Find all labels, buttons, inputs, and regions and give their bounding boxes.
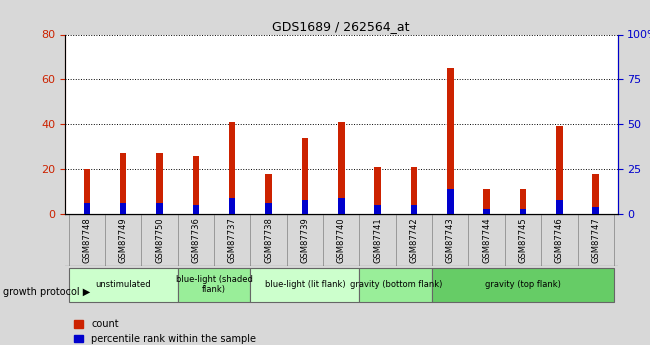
Bar <box>484 208 490 214</box>
Text: GSM87742: GSM87742 <box>410 217 419 263</box>
Legend: count, percentile rank within the sample: count, percentile rank within the sample <box>70 315 260 345</box>
Bar <box>302 138 308 214</box>
Bar <box>556 199 563 214</box>
Bar <box>120 203 127 214</box>
Bar <box>556 126 563 214</box>
Bar <box>592 207 599 214</box>
Text: GSM87749: GSM87749 <box>119 217 127 263</box>
Text: GSM87744: GSM87744 <box>482 217 491 263</box>
Text: GSM87739: GSM87739 <box>300 217 309 263</box>
FancyBboxPatch shape <box>250 268 359 302</box>
Bar <box>192 205 199 214</box>
Bar <box>374 205 381 214</box>
Bar <box>592 174 599 214</box>
Text: GSM87741: GSM87741 <box>373 217 382 263</box>
Text: GSM87750: GSM87750 <box>155 217 164 263</box>
FancyBboxPatch shape <box>69 268 177 302</box>
Bar <box>229 198 235 214</box>
Text: unstimulated: unstimulated <box>96 280 151 289</box>
Text: GSM87746: GSM87746 <box>555 217 564 263</box>
Bar <box>120 153 127 214</box>
Bar <box>192 156 199 214</box>
FancyBboxPatch shape <box>359 268 432 302</box>
FancyBboxPatch shape <box>432 268 614 302</box>
Bar <box>447 68 454 214</box>
Text: GSM87743: GSM87743 <box>446 217 455 263</box>
Bar <box>374 167 381 214</box>
Text: GSM87745: GSM87745 <box>519 217 528 263</box>
Bar <box>338 198 344 214</box>
Bar <box>302 199 308 214</box>
Bar <box>411 167 417 214</box>
Text: GSM87738: GSM87738 <box>264 217 273 263</box>
Text: gravity (top flank): gravity (top flank) <box>485 280 561 289</box>
Bar <box>520 208 526 214</box>
Bar <box>156 203 162 214</box>
Text: growth protocol ▶: growth protocol ▶ <box>3 287 90 296</box>
FancyBboxPatch shape <box>177 268 250 302</box>
Text: GSM87740: GSM87740 <box>337 217 346 263</box>
Bar <box>229 122 235 214</box>
Bar <box>265 203 272 214</box>
Text: blue-light (shaded
flank): blue-light (shaded flank) <box>176 275 252 294</box>
Bar <box>84 203 90 214</box>
Bar <box>265 174 272 214</box>
Bar <box>84 169 90 214</box>
Text: GSM87747: GSM87747 <box>592 217 600 263</box>
Bar <box>411 205 417 214</box>
Text: blue-light (lit flank): blue-light (lit flank) <box>265 280 345 289</box>
Bar <box>447 189 454 214</box>
Text: GSM87736: GSM87736 <box>191 217 200 263</box>
Bar <box>484 189 490 214</box>
Text: gravity (bottom flank): gravity (bottom flank) <box>350 280 442 289</box>
Text: GSM87748: GSM87748 <box>83 217 91 263</box>
Bar <box>338 122 344 214</box>
Bar <box>156 153 162 214</box>
Text: GSM87737: GSM87737 <box>227 217 237 263</box>
Title: GDS1689 / 262564_at: GDS1689 / 262564_at <box>272 20 410 33</box>
Bar <box>520 189 526 214</box>
